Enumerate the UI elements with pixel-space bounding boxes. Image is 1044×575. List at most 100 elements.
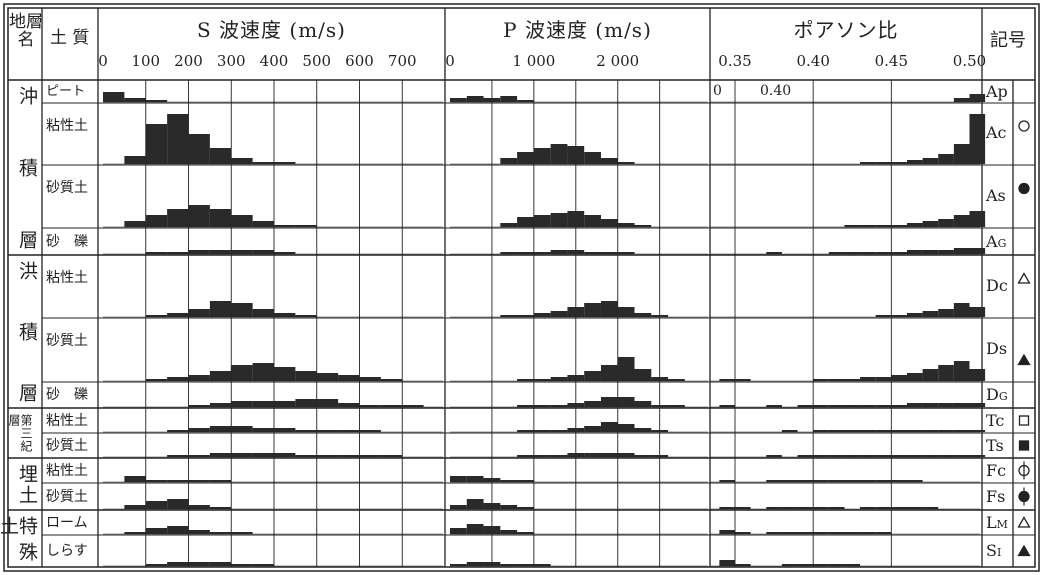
axis-note: 0.40 [760,83,792,99]
histogram-bar [584,371,601,381]
histogram-bar [316,455,339,457]
histogram-bar [844,480,861,482]
histogram-bar [906,250,923,254]
histogram-bar [922,158,939,164]
histogram-bar [517,480,534,482]
histogram-bar [450,98,467,102]
histogram-bar [103,92,125,102]
histogram-bar [466,499,484,509]
histogram-bar [252,401,274,407]
histogram-bar [719,480,736,482]
histogram-bar [634,455,652,457]
histogram-bar [906,430,923,432]
histogram-bar [719,379,736,381]
histogram-bar [188,562,210,566]
histogram-bar [844,252,861,254]
histogram-bar [828,455,845,457]
soil-label: 粘性土 [46,118,88,134]
x-tick-label: 0.45 [874,52,909,70]
histogram-bar [617,223,635,227]
histogram-bar [828,564,845,566]
histogram-bar [167,114,189,164]
symbol-code: Dc [986,275,1008,295]
histogram-bar [668,379,685,381]
histogram-bar [380,405,403,407]
histogram-bar [617,162,635,164]
symbol-code: SI [986,541,1002,560]
histogram-bar [145,528,168,534]
histogram-bar [719,405,736,407]
histogram-bar [735,379,751,381]
histogram-bar [252,250,274,254]
histogram-bar [781,532,798,534]
soil-label: しらす [46,543,88,559]
histogram-bar [906,373,923,381]
histogram-bar [719,507,736,509]
histogram-bar [781,564,798,566]
histogram-bar [274,401,296,407]
histogram-bar [953,98,970,102]
histogram-bar [766,455,782,457]
symbol-code: Ap [986,81,1008,101]
x-tick-label: 500 [302,52,332,70]
group-label: 特殊土 [0,516,38,561]
histogram-bar [922,221,939,227]
x-tick-label: 0.40 [796,52,830,70]
histogram-bar [188,405,210,407]
histogram-bar [500,158,518,164]
histogram-bar [875,405,892,407]
histogram-bar [828,252,845,254]
histogram-bar [719,560,736,566]
histogram-bar [450,564,467,566]
histogram-bar [483,562,501,566]
histogram-bar [813,532,829,534]
histogram-bar [145,501,168,509]
histogram-bar [584,453,601,457]
histogram-bar [295,399,317,407]
histogram-bar [938,250,954,254]
histogram-bar [860,455,876,457]
histogram-bar [533,215,551,227]
stratum-header: 地層名 [9,12,43,50]
symbol-code: Ac [986,123,1007,142]
histogram-bar [634,428,652,432]
x-tick-label: 0 [98,52,108,70]
histogram-bar [781,480,798,482]
histogram-bar [617,453,635,457]
histogram-bar [231,158,253,164]
histogram-bar [231,401,253,407]
symbol-code-sub: G [998,390,1008,403]
histogram-bar [875,507,892,509]
histogram-bar [316,399,339,407]
histogram-bar [922,507,939,509]
group-label: 洪積層 [16,261,38,402]
histogram-bar [188,530,210,534]
histogram-bar [567,375,585,381]
histogram-bar [274,252,296,254]
histogram-bar [295,371,317,381]
histogram-bar [617,307,635,317]
histogram-bar [231,250,253,254]
group-label: 埋土 [16,464,38,504]
histogram-bar [766,507,782,509]
histogram-bar [295,430,317,432]
histogram-bar [600,301,618,317]
histogram-bar [252,221,274,227]
histogram-bar [875,162,892,164]
histogram-bar [844,225,861,227]
histogram-bar [651,455,669,457]
histogram-bar [860,532,876,534]
histogram-bar [188,455,210,457]
histogram-bar [500,252,518,254]
histogram-bar [209,480,232,482]
histogram-bar [517,315,534,317]
histogram-bar [844,379,861,381]
histogram-bar [813,430,829,432]
symbol-marker [1018,120,1030,132]
histogram-bar [584,401,601,407]
histogram-bar [252,453,274,457]
histogram-bar [188,505,210,509]
histogram-bar [533,430,551,432]
histogram-bar [188,134,210,164]
histogram-bar [188,375,210,381]
